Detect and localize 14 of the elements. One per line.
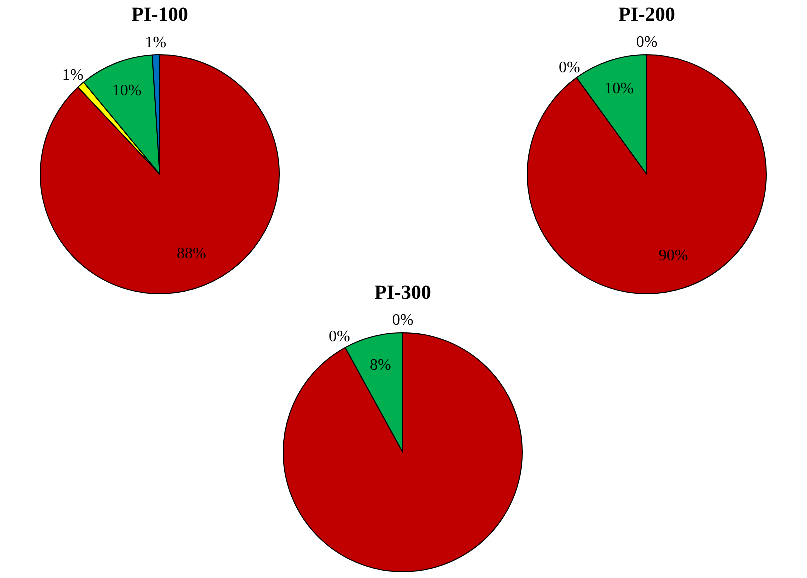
data-label: 88% (177, 246, 206, 263)
chart-title: PI-200 (618, 3, 676, 28)
chart-title: PI-300 (374, 281, 432, 306)
text: 0% (328, 328, 350, 346)
data-label: 10% (604, 80, 634, 98)
data-label: 1% (145, 34, 167, 52)
text: 0% (636, 34, 658, 52)
chart-title: PI-100 (130, 3, 190, 28)
text: 0% (392, 312, 414, 330)
data-label: 1% (62, 67, 84, 84)
data-label: 10% (112, 82, 142, 100)
data-label: 90% (658, 248, 688, 265)
data-label: 8% (370, 356, 392, 374)
text: 0% (559, 59, 580, 76)
